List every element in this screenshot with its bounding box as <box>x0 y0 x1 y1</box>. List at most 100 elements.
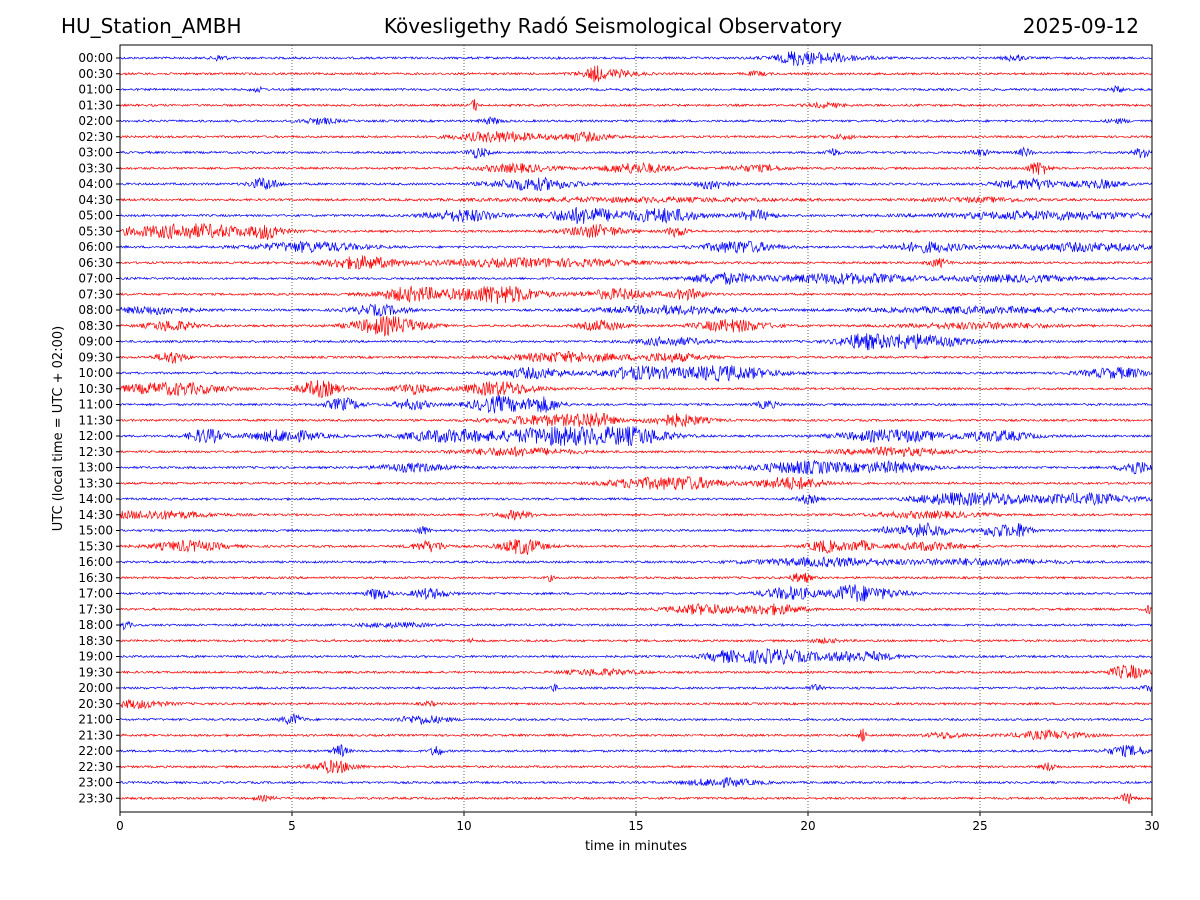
y-tick-label: 06:00 <box>78 240 113 254</box>
y-tick-label: 22:00 <box>78 744 113 758</box>
x-tick-label: 10 <box>456 819 471 833</box>
seismogram-trace <box>119 426 1153 447</box>
y-tick-label: 17:00 <box>78 587 113 601</box>
y-tick-label: 13:00 <box>78 461 113 475</box>
seismogram-trace <box>119 84 1153 93</box>
y-tick-label: 16:30 <box>78 571 113 585</box>
seismogram-trace <box>119 459 1153 475</box>
seismogram-trace <box>119 759 1153 775</box>
seismogram-trace <box>119 333 1153 351</box>
x-tick-label: 15 <box>628 819 643 833</box>
seismogram-trace <box>119 743 1153 758</box>
y-tick-label: 18:00 <box>78 618 113 632</box>
chart-date: 2025-09-12 <box>1022 14 1139 38</box>
seismogram-trace <box>119 664 1153 680</box>
seismogram-trace <box>119 509 1153 521</box>
seismogram-trace <box>119 556 1153 568</box>
seismogram-trace <box>119 699 1153 710</box>
seismogram-trace <box>119 522 1153 538</box>
y-tick-label: 12:30 <box>78 445 113 459</box>
seismogram-trace <box>119 51 1153 67</box>
seismogram-trace <box>119 195 1153 204</box>
y-tick-label: 08:00 <box>78 303 113 317</box>
y-tick-label: 16:00 <box>78 555 113 569</box>
seismogram-trace <box>119 539 1153 555</box>
y-tick-label: 20:00 <box>78 681 113 695</box>
seismogram-trace <box>119 65 1153 83</box>
y-tick-label: 01:30 <box>78 98 113 112</box>
seismogram-trace <box>119 116 1153 126</box>
x-tick-label: 30 <box>1144 819 1159 833</box>
x-tick-label: 25 <box>972 819 987 833</box>
seismogram-trace <box>119 637 1153 644</box>
y-tick-label: 12:00 <box>78 429 113 443</box>
seismogram-trace <box>119 130 1153 144</box>
y-tick-label: 07:00 <box>78 272 113 286</box>
seismogram-trace <box>119 647 1153 665</box>
y-tick-label: 00:00 <box>78 51 113 65</box>
station-name: HU_Station_AMBH <box>61 14 242 38</box>
seismogram-trace <box>119 161 1153 175</box>
y-tick-label: 11:00 <box>78 398 113 412</box>
y-tick-label: 05:30 <box>78 224 113 238</box>
y-tick-label: 14:30 <box>78 508 113 522</box>
y-tick-label: 03:00 <box>78 146 113 160</box>
y-tick-label: 17:30 <box>78 602 113 616</box>
seismogram-trace <box>119 303 1153 318</box>
seismogram-trace <box>119 285 1153 305</box>
y-tick-label: 21:30 <box>78 728 113 742</box>
seismogram-trace <box>119 475 1153 491</box>
seismogram-trace <box>119 365 1153 383</box>
grid-lines <box>291 45 981 812</box>
y-tick-label: 14:00 <box>78 492 113 506</box>
y-tick-label: 08:30 <box>78 319 113 333</box>
seismogram-trace <box>119 792 1153 805</box>
seismogram-trace <box>119 380 1153 399</box>
y-tick-label: 11:30 <box>78 413 113 427</box>
seismogram-trace <box>119 620 1153 631</box>
y-tick-label: 01:00 <box>78 83 113 97</box>
x-axis: 0 5 10 15 20 25 30 <box>116 812 1160 833</box>
y-tick-label: 06:30 <box>78 256 113 270</box>
y-tick-label: 18:30 <box>78 634 113 648</box>
y-tick-label: 10:30 <box>78 382 113 396</box>
y-tick-label: 02:00 <box>78 114 113 128</box>
seismogram-trace <box>119 240 1153 254</box>
seismogram-trace <box>119 316 1153 337</box>
seismogram-trace <box>119 271 1153 285</box>
seismogram-trace <box>119 222 1153 241</box>
y-tick-label: 19:30 <box>78 665 113 679</box>
y-tick-label: 05:00 <box>78 209 113 223</box>
seismogram-trace <box>119 412 1153 428</box>
seismogram-trace <box>119 603 1153 616</box>
seismogram-trace <box>119 728 1153 742</box>
seismogram-trace <box>119 445 1153 458</box>
seismogram-trace <box>119 395 1153 414</box>
y-tick-label: 22:30 <box>78 760 113 774</box>
y-tick-label: 09:30 <box>78 350 113 364</box>
seismogram-trace <box>119 146 1153 160</box>
y-tick-label: 07:30 <box>78 287 113 301</box>
y-tick-label: 20:30 <box>78 697 113 711</box>
seismogram-trace <box>119 491 1153 506</box>
y-tick-label: 21:00 <box>78 713 113 727</box>
y-tick-label: 04:00 <box>78 177 113 191</box>
x-tick-label: 5 <box>288 819 296 833</box>
y-tick-label: 23:30 <box>78 791 113 805</box>
y-tick-label: 09:00 <box>78 335 113 349</box>
y-tick-label: 19:00 <box>78 650 113 664</box>
seismogram-trace <box>119 207 1153 225</box>
seismogram-trace <box>119 350 1153 364</box>
y-tick-label: 10:00 <box>78 366 113 380</box>
y-tick-label: 04:30 <box>78 193 113 207</box>
x-tick-label: 0 <box>116 819 124 833</box>
seismogram-trace <box>119 683 1153 693</box>
y-tick-label: 15:30 <box>78 539 113 553</box>
seismogram-trace <box>119 584 1153 602</box>
y-axis-label: UTC (local time = UTC + 02:00) <box>51 326 66 531</box>
seismogram-trace <box>119 98 1153 111</box>
y-tick-label: 23:00 <box>78 776 113 790</box>
y-tick-label: 03:30 <box>78 161 113 175</box>
